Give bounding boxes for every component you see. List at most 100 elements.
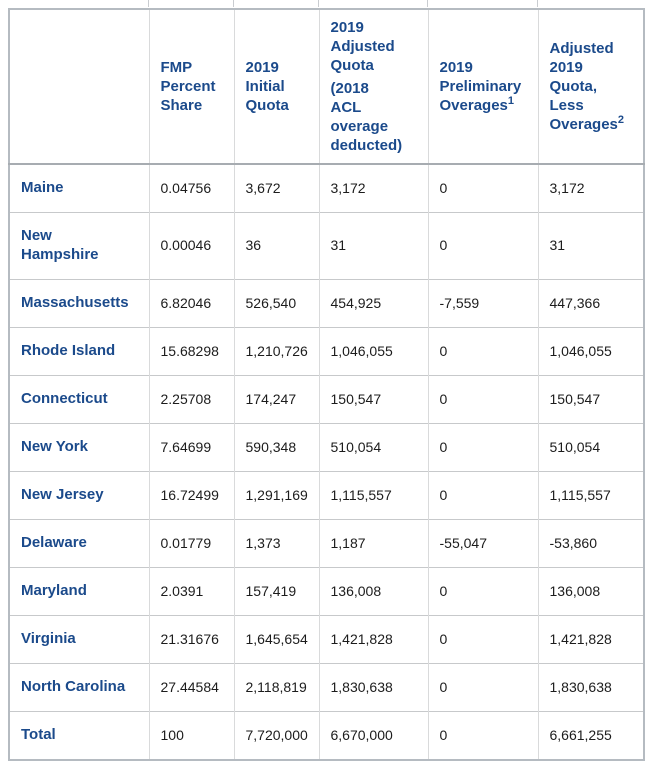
table-row: Maine 0.04756 3,672 3,172 0 3,172 <box>9 164 644 213</box>
header-label: 2019 Preliminary Overages <box>439 59 522 114</box>
adjusted-quota-cell: 136,008 <box>318 567 428 616</box>
header-label: Adjusted 2019 Quota, Less Overages <box>549 40 618 133</box>
table-row: Delaware 0.01779 1,373 1,187 -55,047 -53… <box>9 519 644 568</box>
table-row: New Jersey 16.72499 1,291,169 1,115,557 … <box>9 471 644 520</box>
adjusted-quota-cell: 1,187 <box>318 519 428 568</box>
preliminary-overages-cell: 0 <box>427 615 538 664</box>
preliminary-overages-cell: 0 <box>427 471 538 520</box>
quota-less-overages-cell: 3,172 <box>537 164 644 213</box>
state-cell: New Hampshire <box>9 212 149 280</box>
quota-less-overages-cell: 150,547 <box>537 375 644 424</box>
initial-quota-cell: 526,540 <box>233 279 319 328</box>
initial-quota-cell: 1,210,726 <box>233 327 319 376</box>
quota-less-overages-cell: 1,115,557 <box>537 471 644 520</box>
state-cell: Total <box>9 711 149 760</box>
quota-less-overages-cell: 1,830,638 <box>537 663 644 712</box>
adjusted-quota-cell: 1,046,055 <box>318 327 428 376</box>
cropped-border-tick <box>318 0 319 7</box>
initial-quota-cell: 157,419 <box>233 567 319 616</box>
quota-less-overages-cell: 447,366 <box>537 279 644 328</box>
fmp-percent-share-cell: 0.01779 <box>148 519 234 568</box>
preliminary-overages-cell: 0 <box>427 164 538 213</box>
quota-less-overages-cell: 1,046,055 <box>537 327 644 376</box>
preliminary-overages-cell: 0 <box>427 663 538 712</box>
table-row: Maryland 2.0391 157,419 136,008 0 136,00… <box>9 567 644 616</box>
adjusted-quota-cell: 1,115,557 <box>318 471 428 520</box>
state-cell: New Jersey <box>9 471 149 520</box>
fmp-percent-share-cell: 21.31676 <box>148 615 234 664</box>
state-cell: Virginia <box>9 615 149 664</box>
table-row: North Carolina 27.44584 2,118,819 1,830,… <box>9 663 644 712</box>
adjusted-quota-cell: 31 <box>318 212 428 280</box>
cropped-border-tick <box>427 0 428 7</box>
table-row: New Hampshire 0.00046 36 31 0 31 <box>9 212 644 280</box>
header-2019-initial-quota: 2019 Initial Quota <box>233 9 319 165</box>
fmp-percent-share-cell: 27.44584 <box>148 663 234 712</box>
adjusted-quota-cell: 1,421,828 <box>318 615 428 664</box>
table-row: Virginia 21.31676 1,645,654 1,421,828 0 … <box>9 615 644 664</box>
adjusted-quota-cell: 1,830,638 <box>318 663 428 712</box>
header-label: 2019 Initial Quota <box>245 59 289 114</box>
header-fmp-percent-share: FMP Percent Share <box>148 9 234 165</box>
footnote-marker: 1 <box>507 95 515 107</box>
initial-quota-cell: 3,672 <box>233 164 319 213</box>
state-cell: Massachusetts <box>9 279 149 328</box>
quota-less-overages-cell: -53,860 <box>537 519 644 568</box>
header-state-column <box>9 9 149 165</box>
preliminary-overages-cell: 0 <box>427 567 538 616</box>
header-sublabel: (2018 ACL overage deducted) <box>330 80 403 154</box>
fmp-percent-share-cell: 2.0391 <box>148 567 234 616</box>
preliminary-overages-cell: 0 <box>427 711 538 760</box>
preliminary-overages-cell: -7,559 <box>427 279 538 328</box>
header-label: 2019 Adjusted Quota <box>330 19 395 74</box>
initial-quota-cell: 1,645,654 <box>233 615 319 664</box>
initial-quota-cell: 1,291,169 <box>233 471 319 520</box>
preliminary-overages-cell: 0 <box>427 375 538 424</box>
fmp-percent-share-cell: 16.72499 <box>148 471 234 520</box>
quota-less-overages-cell: 31 <box>537 212 644 280</box>
fmp-percent-share-cell: 0.00046 <box>148 212 234 280</box>
initial-quota-cell: 36 <box>233 212 319 280</box>
table-row: Connecticut 2.25708 174,247 150,547 0 15… <box>9 375 644 424</box>
header-row: FMP Percent Share 2019 Initial Quota 201… <box>9 9 644 165</box>
cropped-border-tick <box>537 0 538 7</box>
initial-quota-cell: 174,247 <box>233 375 319 424</box>
header-2019-adjusted-quota: 2019 Adjusted Quota (2018 ACL overage de… <box>318 9 428 165</box>
header-2019-preliminary-overages: 2019 Preliminary Overages1 <box>427 9 538 165</box>
initial-quota-cell: 2,118,819 <box>233 663 319 712</box>
footnote-marker: 2 <box>617 114 625 126</box>
table-row: Rhode Island 15.68298 1,210,726 1,046,05… <box>9 327 644 376</box>
preliminary-overages-cell: 0 <box>427 423 538 472</box>
table-row: New York 7.64699 590,348 510,054 0 510,0… <box>9 423 644 472</box>
header-label: FMP Percent Share <box>160 59 216 114</box>
fmp-percent-share-cell: 2.25708 <box>148 375 234 424</box>
state-cell: Connecticut <box>9 375 149 424</box>
state-cell: Delaware <box>9 519 149 568</box>
adjusted-quota-cell: 510,054 <box>318 423 428 472</box>
state-cell: Maryland <box>9 567 149 616</box>
quota-less-overages-cell: 136,008 <box>537 567 644 616</box>
initial-quota-cell: 1,373 <box>233 519 319 568</box>
fmp-percent-share-cell: 100 <box>148 711 234 760</box>
preliminary-overages-cell: 0 <box>427 327 538 376</box>
quota-less-overages-cell: 1,421,828 <box>537 615 644 664</box>
preliminary-overages-cell: -55,047 <box>427 519 538 568</box>
state-cell: North Carolina <box>9 663 149 712</box>
fmp-percent-share-cell: 7.64699 <box>148 423 234 472</box>
header-adjusted-2019-quota-less-overages: Adjusted 2019 Quota, Less Overages2 <box>537 9 644 165</box>
adjusted-quota-cell: 454,925 <box>318 279 428 328</box>
quota-less-overages-cell: 510,054 <box>537 423 644 472</box>
adjusted-quota-cell: 3,172 <box>318 164 428 213</box>
adjusted-quota-cell: 6,670,000 <box>318 711 428 760</box>
adjusted-quota-cell: 150,547 <box>318 375 428 424</box>
fmp-percent-share-cell: 0.04756 <box>148 164 234 213</box>
state-cell: Rhode Island <box>9 327 149 376</box>
quota-less-overages-cell: 6,661,255 <box>537 711 644 760</box>
fmp-percent-share-cell: 15.68298 <box>148 327 234 376</box>
quota-table: FMP Percent Share 2019 Initial Quota 201… <box>8 8 645 761</box>
initial-quota-cell: 590,348 <box>233 423 319 472</box>
preliminary-overages-cell: 0 <box>427 212 538 280</box>
table-row: Total 100 7,720,000 6,670,000 0 6,661,25… <box>9 711 644 760</box>
state-cell: Maine <box>21 179 64 196</box>
